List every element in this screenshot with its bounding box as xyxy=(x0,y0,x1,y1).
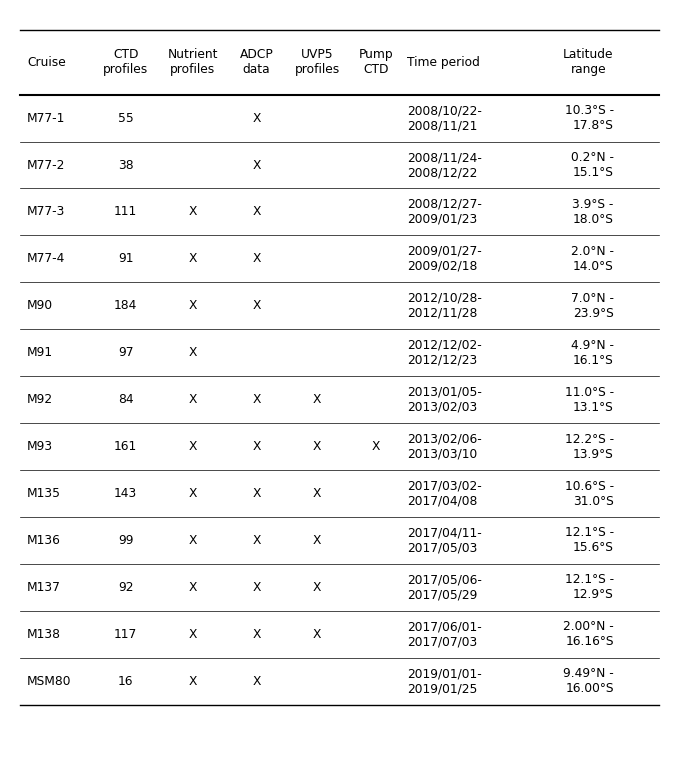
Text: M137: M137 xyxy=(27,581,61,594)
Text: 2013/01/05-
2013/02/03: 2013/01/05- 2013/02/03 xyxy=(407,386,481,413)
Text: X: X xyxy=(313,581,321,594)
Text: 2009/01/27-
2009/02/18: 2009/01/27- 2009/02/18 xyxy=(407,245,481,273)
Text: 10.6°S -
31.0°S: 10.6°S - 31.0°S xyxy=(565,480,614,507)
Text: M92: M92 xyxy=(27,393,53,407)
Text: X: X xyxy=(253,487,261,500)
Text: X: X xyxy=(372,440,380,453)
Text: Nutrient
profiles: Nutrient profiles xyxy=(168,48,218,76)
Text: M138: M138 xyxy=(27,628,61,641)
Text: 16: 16 xyxy=(118,674,134,688)
Text: 97: 97 xyxy=(118,346,134,360)
Text: X: X xyxy=(313,534,321,547)
Text: X: X xyxy=(253,299,261,313)
Text: 2012/12/02-
2012/12/23: 2012/12/02- 2012/12/23 xyxy=(407,339,481,366)
Text: X: X xyxy=(189,393,197,407)
Text: M91: M91 xyxy=(27,346,53,360)
Text: X: X xyxy=(189,346,197,360)
Text: 12.1°S -
12.9°S: 12.1°S - 12.9°S xyxy=(565,574,614,601)
Text: 117: 117 xyxy=(114,628,137,641)
Text: ADCP
data: ADCP data xyxy=(240,48,274,76)
Text: CTD
profiles: CTD profiles xyxy=(103,48,148,76)
Text: 2008/12/27-
2009/01/23: 2008/12/27- 2009/01/23 xyxy=(407,198,481,226)
Text: 4.9°N -
16.1°S: 4.9°N - 16.1°S xyxy=(571,339,614,366)
Text: X: X xyxy=(189,487,197,500)
Text: Latitude
range: Latitude range xyxy=(564,48,614,76)
Text: X: X xyxy=(253,205,261,219)
Text: X: X xyxy=(253,534,261,547)
Text: 2.0°N -
14.0°S: 2.0°N - 14.0°S xyxy=(571,245,614,273)
Text: M77-4: M77-4 xyxy=(27,252,66,266)
Text: X: X xyxy=(189,674,197,688)
Text: X: X xyxy=(253,674,261,688)
Text: 99: 99 xyxy=(118,534,134,547)
Text: UVP5
profiles: UVP5 profiles xyxy=(295,48,340,76)
Text: M77-1: M77-1 xyxy=(27,111,66,125)
Text: X: X xyxy=(189,205,197,219)
Text: X: X xyxy=(253,252,261,266)
Text: 91: 91 xyxy=(118,252,134,266)
Text: X: X xyxy=(313,393,321,407)
Text: X: X xyxy=(253,440,261,453)
Text: X: X xyxy=(253,111,261,125)
Text: Pump
CTD: Pump CTD xyxy=(359,48,394,76)
Text: 92: 92 xyxy=(118,581,134,594)
Text: X: X xyxy=(313,487,321,500)
Text: M90: M90 xyxy=(27,299,53,313)
Text: 2017/03/02-
2017/04/08: 2017/03/02- 2017/04/08 xyxy=(407,480,481,507)
Text: X: X xyxy=(253,393,261,407)
Text: M77-2: M77-2 xyxy=(27,158,66,172)
Text: X: X xyxy=(189,581,197,594)
Text: 3.9°S -
18.0°S: 3.9°S - 18.0°S xyxy=(572,198,614,226)
Text: 111: 111 xyxy=(114,205,137,219)
Text: 10.3°S -
17.8°S: 10.3°S - 17.8°S xyxy=(565,104,614,132)
Text: 84: 84 xyxy=(118,393,134,407)
Text: 11.0°S -
13.1°S: 11.0°S - 13.1°S xyxy=(565,386,614,413)
Text: M77-3: M77-3 xyxy=(27,205,66,219)
Text: MSM80: MSM80 xyxy=(27,674,72,688)
Text: 55: 55 xyxy=(118,111,134,125)
Text: 143: 143 xyxy=(114,487,137,500)
Text: 2017/05/06-
2017/05/29: 2017/05/06- 2017/05/29 xyxy=(407,574,481,601)
Text: X: X xyxy=(189,534,197,547)
Text: 7.0°N -
23.9°S: 7.0°N - 23.9°S xyxy=(571,292,614,319)
Text: 2.00°N -
16.16°S: 2.00°N - 16.16°S xyxy=(563,621,614,648)
Text: 2017/06/01-
2017/07/03: 2017/06/01- 2017/07/03 xyxy=(407,621,481,648)
Text: 9.49°N -
16.00°S: 9.49°N - 16.00°S xyxy=(563,668,614,695)
Text: Time period: Time period xyxy=(407,56,479,69)
Text: 161: 161 xyxy=(114,440,137,453)
Text: X: X xyxy=(253,158,261,172)
Text: 12.2°S -
13.9°S: 12.2°S - 13.9°S xyxy=(565,433,614,460)
Text: X: X xyxy=(189,628,197,641)
Text: 2008/11/24-
2008/12/22: 2008/11/24- 2008/12/22 xyxy=(407,151,481,179)
Text: Cruise: Cruise xyxy=(27,56,66,69)
Text: 184: 184 xyxy=(114,299,137,313)
Text: 2008/10/22-
2008/11/21: 2008/10/22- 2008/11/21 xyxy=(407,104,481,132)
Text: 2013/02/06-
2013/03/10: 2013/02/06- 2013/03/10 xyxy=(407,433,481,460)
Text: 12.1°S -
15.6°S: 12.1°S - 15.6°S xyxy=(565,527,614,554)
Text: M135: M135 xyxy=(27,487,61,500)
Text: X: X xyxy=(189,252,197,266)
Text: X: X xyxy=(189,299,197,313)
Text: 2019/01/01-
2019/01/25: 2019/01/01- 2019/01/25 xyxy=(407,668,481,695)
Text: 2012/10/28-
2012/11/28: 2012/10/28- 2012/11/28 xyxy=(407,292,481,319)
Text: M136: M136 xyxy=(27,534,61,547)
Text: 2017/04/11-
2017/05/03: 2017/04/11- 2017/05/03 xyxy=(407,527,481,554)
Text: X: X xyxy=(253,628,261,641)
Text: 38: 38 xyxy=(118,158,134,172)
Text: 0.2°N -
15.1°S: 0.2°N - 15.1°S xyxy=(571,151,614,179)
Text: X: X xyxy=(253,581,261,594)
Text: X: X xyxy=(313,440,321,453)
Text: X: X xyxy=(313,628,321,641)
Text: X: X xyxy=(189,440,197,453)
Text: M93: M93 xyxy=(27,440,53,453)
